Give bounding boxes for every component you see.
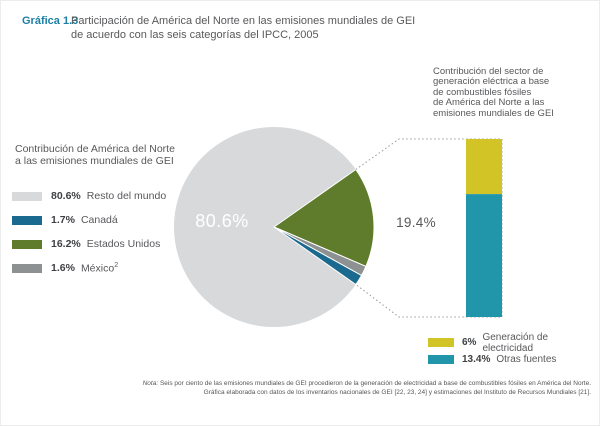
legend-percent: 1.6%	[51, 262, 75, 274]
legend-percent: 16.2%	[51, 238, 81, 250]
legend-percent: 80.6%	[51, 190, 81, 202]
legend-label: Canadá	[80, 214, 118, 226]
legend-label: Otras fuentes	[496, 354, 557, 365]
legend-swatch	[12, 239, 42, 249]
legend-label: Generación de electricidad	[482, 331, 549, 354]
pie-annotation: Contribución de América del Norte a las …	[15, 143, 175, 167]
legend-item-resto-del-mundo: 80.6% Resto del mundo	[12, 184, 166, 208]
legend-item-generacion-electricidad: 6% Generación de electricidad	[428, 331, 599, 354]
legend-swatch	[12, 263, 42, 273]
legend-swatch	[12, 191, 42, 201]
bar-annotation: Contribución del sector de generación el…	[433, 66, 554, 119]
pie-slice-value-label: 80.6%	[195, 211, 249, 231]
footnote-marker: 2	[114, 261, 119, 269]
footnote-line-1: Nota: Seis por ciento de las emisiones m…	[142, 380, 591, 387]
legend-label: Resto del mundo	[86, 190, 167, 202]
legend-swatch	[428, 338, 454, 347]
footnote-line-2: Gráfica elaborada con datos de los inven…	[203, 389, 591, 396]
legend-swatch	[428, 355, 454, 364]
footnote: Nota: Seis por ciento de las emisiones m…	[31, 379, 591, 397]
figure-number: Gráfica 1.3	[22, 15, 79, 27]
legend-item-otras-fuentes: 13.4% Otras fuentes	[428, 351, 599, 368]
legend-percent: 13.4%	[462, 354, 491, 365]
bar-total-value-label: 19.4%	[396, 215, 436, 230]
pie-legend: 80.6% Resto del mundo 1.7% Canadá 16.2% …	[12, 184, 166, 280]
bar-legend: 6% Generación de electricidad 13.4% Otra…	[428, 331, 599, 368]
legend-percent: 1.7%	[51, 214, 75, 226]
legend-item-estados-unidos: 16.2% Estados Unidos	[12, 232, 166, 256]
footnote-nota-label: Nota:	[142, 380, 159, 387]
legend-swatch	[12, 215, 42, 225]
legend-label: Estados Unidos	[86, 238, 161, 250]
legend-item-mexico: 1.6% México2	[12, 256, 166, 280]
figure-title: Participación de América del Norte en la…	[71, 15, 416, 41]
legend-percent: 6%	[462, 337, 477, 348]
legend-item-canada: 1.7% Canadá	[12, 208, 166, 232]
legend-label: México2	[80, 261, 119, 275]
